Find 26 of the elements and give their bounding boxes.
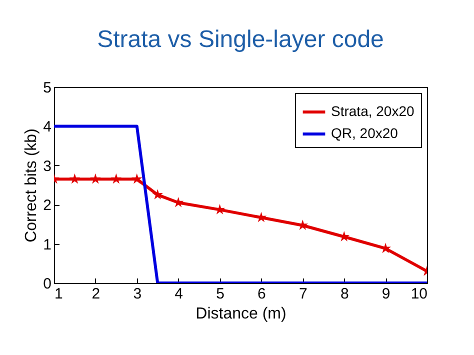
- x-tick-label: 3: [133, 286, 142, 302]
- x-axis-title: Distance (m): [196, 306, 286, 322]
- point: [110, 173, 122, 184]
- legend-label: QR, 20x20: [331, 125, 398, 141]
- point: [131, 173, 142, 184]
- x-tick-label: 1: [54, 286, 63, 302]
- x-tick-label: 7: [298, 286, 308, 302]
- x-tick-label: 5: [216, 286, 224, 302]
- x-tick-label: 4: [174, 286, 184, 302]
- point: [152, 189, 164, 200]
- y-tick-label: 5: [43, 80, 52, 96]
- y-tick-label: 3: [43, 158, 52, 175]
- y-axis-title: Correct bits (kb): [23, 128, 40, 242]
- x-tick-label: 9: [382, 286, 390, 302]
- chart-title: Strata vs Single-layer code: [97, 26, 384, 53]
- point: [69, 173, 80, 184]
- x-tick-label: 8: [340, 286, 349, 302]
- x-tick-label: 10: [410, 286, 428, 302]
- point: [90, 173, 101, 184]
- y-tick-label: 1: [43, 236, 52, 254]
- legend-label: Strata, 20x20: [331, 103, 414, 119]
- x-tick-label: 6: [258, 286, 266, 302]
- y-tick-label: 2: [43, 197, 52, 214]
- y-tick-label: 0: [43, 276, 52, 292]
- x-tick-label: 2: [92, 286, 100, 302]
- y-tick-label: 4: [43, 118, 52, 136]
